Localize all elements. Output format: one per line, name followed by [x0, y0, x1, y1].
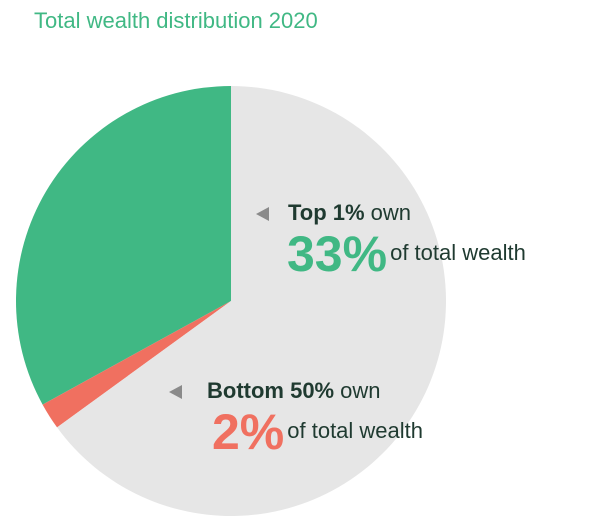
pointer-arrow — [169, 385, 182, 399]
pie-slice — [42, 301, 232, 428]
category-label: Top 1% — [288, 200, 365, 225]
value-suffix: of total wealth — [390, 240, 526, 265]
pointer-arrow — [256, 207, 269, 221]
chart-title: Total wealth distribution 2020 — [34, 8, 318, 33]
value-label: 2% — [212, 404, 284, 460]
pie-slice — [57, 86, 446, 516]
category-suffix: own — [340, 378, 380, 403]
category-label: Bottom 50% — [207, 378, 334, 403]
value-suffix: of total wealth — [287, 418, 423, 443]
category-suffix: own — [371, 200, 411, 225]
value-label: 33% — [287, 226, 387, 282]
pie-slice — [16, 86, 231, 405]
